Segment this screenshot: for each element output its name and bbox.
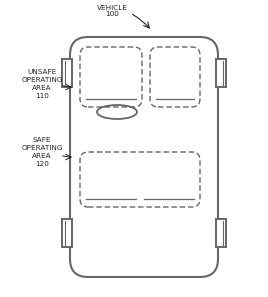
Text: VEHICLE: VEHICLE xyxy=(96,5,128,11)
Bar xyxy=(62,219,72,247)
Text: SAFE
OPERATING
AREA
120: SAFE OPERATING AREA 120 xyxy=(21,137,63,167)
FancyBboxPatch shape xyxy=(70,37,218,277)
Text: 100: 100 xyxy=(105,11,119,17)
Bar xyxy=(216,59,226,87)
Bar xyxy=(216,219,226,247)
Text: UNSAFE
OPERATING
AREA
110: UNSAFE OPERATING AREA 110 xyxy=(21,69,63,99)
Bar xyxy=(62,59,72,87)
